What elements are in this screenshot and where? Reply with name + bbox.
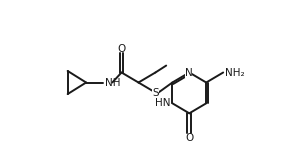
Text: NH₂: NH₂ <box>225 67 245 78</box>
Text: HN: HN <box>154 97 170 108</box>
Text: O: O <box>185 133 194 143</box>
Text: O: O <box>117 44 126 54</box>
Text: N: N <box>185 68 192 78</box>
Text: S: S <box>152 88 159 97</box>
Text: NH: NH <box>105 78 120 88</box>
